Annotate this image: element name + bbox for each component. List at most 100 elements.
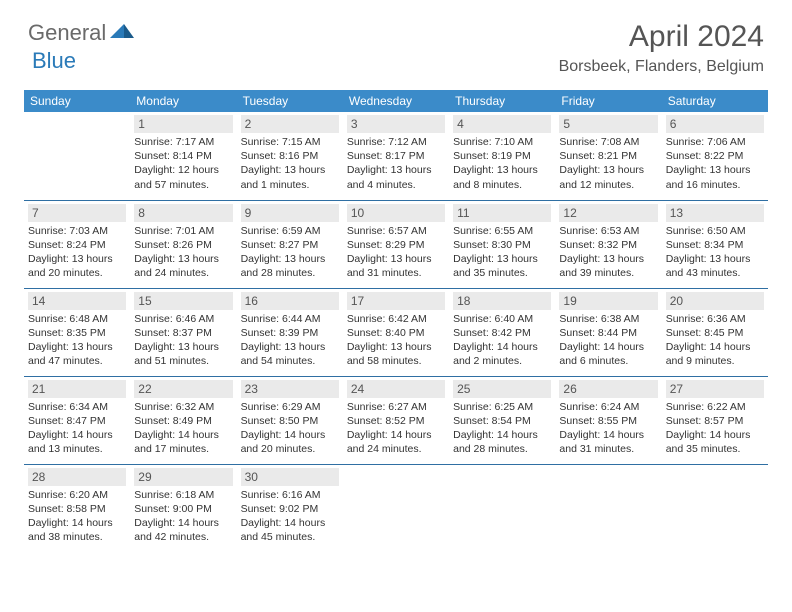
calendar-cell: 9Sunrise: 6:59 AMSunset: 8:27 PMDaylight… xyxy=(237,200,343,288)
day-number: 25 xyxy=(453,380,551,398)
daylight-line: Daylight: 14 hours and 2 minutes. xyxy=(453,340,551,368)
daylight-line: Daylight: 13 hours and 20 minutes. xyxy=(28,252,126,280)
day-number: 26 xyxy=(559,380,657,398)
weekday-header: Thursday xyxy=(449,90,555,112)
sunrise-line: Sunrise: 6:53 AM xyxy=(559,224,657,238)
sunset-line: Sunset: 8:49 PM xyxy=(134,414,232,428)
daylight-line: Daylight: 13 hours and 54 minutes. xyxy=(241,340,339,368)
calendar-cell: 24Sunrise: 6:27 AMSunset: 8:52 PMDayligh… xyxy=(343,376,449,464)
daylight-line: Daylight: 14 hours and 20 minutes. xyxy=(241,428,339,456)
day-number: 13 xyxy=(666,204,764,222)
daylight-line: Daylight: 13 hours and 24 minutes. xyxy=(134,252,232,280)
sunset-line: Sunset: 8:21 PM xyxy=(559,149,657,163)
daylight-line: Daylight: 14 hours and 38 minutes. xyxy=(28,516,126,544)
sunrise-line: Sunrise: 6:44 AM xyxy=(241,312,339,326)
sunrise-line: Sunrise: 7:06 AM xyxy=(666,135,764,149)
day-number: 30 xyxy=(241,468,339,486)
sunset-line: Sunset: 8:26 PM xyxy=(134,238,232,252)
day-number: 8 xyxy=(134,204,232,222)
calendar-cell: 21Sunrise: 6:34 AMSunset: 8:47 PMDayligh… xyxy=(24,376,130,464)
calendar-cell: 23 Sunrise: 6:29 AMSunset: 8:50 PMDayligh… xyxy=(237,376,343,464)
sunset-line: Sunset: 8:35 PM xyxy=(28,326,126,340)
day-number: 10 xyxy=(347,204,445,222)
sunset-line: Sunset: 8:55 PM xyxy=(559,414,657,428)
calendar-cell xyxy=(24,112,130,200)
day-number: 6 xyxy=(666,115,764,133)
sunset-line: Sunset: 8:34 PM xyxy=(666,238,764,252)
calendar-head: SundayMondayTuesdayWednesdayThursdayFrid… xyxy=(24,90,768,112)
daylight-line: Daylight: 13 hours and 39 minutes. xyxy=(559,252,657,280)
calendar-cell xyxy=(343,464,449,552)
day-number: 4 xyxy=(453,115,551,133)
day-number: 14 xyxy=(28,292,126,310)
calendar-cell: 19Sunrise: 6:38 AMSunset: 8:44 PMDayligh… xyxy=(555,288,661,376)
calendar-cell: 10Sunrise: 6:57 AMSunset: 8:29 PMDayligh… xyxy=(343,200,449,288)
daylight-line: Daylight: 14 hours and 17 minutes. xyxy=(134,428,232,456)
daylight-line: Daylight: 14 hours and 13 minutes. xyxy=(28,428,126,456)
sunrise-line: Sunrise: 6:42 AM xyxy=(347,312,445,326)
calendar-cell: 25Sunrise: 6:25 AMSunset: 8:54 PMDayligh… xyxy=(449,376,555,464)
sunrise-line: Sunrise: 6:46 AM xyxy=(134,312,232,326)
daylight-line: Daylight: 13 hours and 4 minutes. xyxy=(347,163,445,191)
calendar-cell: 17Sunrise: 6:42 AMSunset: 8:40 PMDayligh… xyxy=(343,288,449,376)
logo-triangle-icon xyxy=(110,22,136,45)
sunset-line: Sunset: 8:58 PM xyxy=(28,502,126,516)
calendar-cell: 28 Sunrise: 6:20 AMSunset: 8:58 PMDayligh… xyxy=(24,464,130,552)
day-number: 27 xyxy=(666,380,764,398)
sunrise-line: Sunrise: 6:25 AM xyxy=(453,400,551,414)
sunrise-line: Sunrise: 7:12 AM xyxy=(347,135,445,149)
sunset-line: Sunset: 8:24 PM xyxy=(28,238,126,252)
daylight-line: Daylight: 12 hours and 57 minutes. xyxy=(134,163,232,191)
calendar-cell: 29Sunrise: 6:18 AMSunset: 9:00 PMDayligh… xyxy=(130,464,236,552)
sunset-line: Sunset: 8:50 PM xyxy=(241,414,339,428)
calendar-cell: 26Sunrise: 6:24 AMSunset: 8:55 PMDayligh… xyxy=(555,376,661,464)
calendar-cell: 18Sunrise: 6:40 AMSunset: 8:42 PMDayligh… xyxy=(449,288,555,376)
day-number: 9 xyxy=(241,204,339,222)
sunrise-line: Sunrise: 6:20 AM xyxy=(28,488,126,502)
logo-text-blue: Blue xyxy=(32,48,76,73)
sunset-line: Sunset: 8:42 PM xyxy=(453,326,551,340)
day-number: 29 xyxy=(134,468,232,486)
day-number: 1 xyxy=(134,115,232,133)
calendar-cell: 11Sunrise: 6:55 AMSunset: 8:30 PMDayligh… xyxy=(449,200,555,288)
logo: General xyxy=(28,20,138,46)
day-number: 28 xyxy=(28,468,126,486)
sunrise-line: Sunrise: 6:36 AM xyxy=(666,312,764,326)
location: Borsbeek, Flanders, Belgium xyxy=(559,58,764,76)
weekday-header: Saturday xyxy=(662,90,768,112)
weekday-header: Monday xyxy=(130,90,236,112)
sunset-line: Sunset: 8:45 PM xyxy=(666,326,764,340)
day-number: 2 xyxy=(241,115,339,133)
sunset-line: Sunset: 8:40 PM xyxy=(347,326,445,340)
sunrise-line: Sunrise: 7:01 AM xyxy=(134,224,232,238)
day-number: 15 xyxy=(134,292,232,310)
sunset-line: Sunset: 8:57 PM xyxy=(666,414,764,428)
sunset-line: Sunset: 8:17 PM xyxy=(347,149,445,163)
daylight-line: Daylight: 14 hours and 9 minutes. xyxy=(666,340,764,368)
sunrise-line: Sunrise: 7:10 AM xyxy=(453,135,551,149)
day-number: 16 xyxy=(241,292,339,310)
daylight-line: Daylight: 13 hours and 43 minutes. xyxy=(666,252,764,280)
day-number: 23 xyxy=(241,380,339,398)
sunrise-line: Sunrise: 6:24 AM xyxy=(559,400,657,414)
logo-text-general: General xyxy=(28,20,106,46)
day-number: 22 xyxy=(134,380,232,398)
sunrise-line: Sunrise: 6:18 AM xyxy=(134,488,232,502)
calendar-cell xyxy=(662,464,768,552)
daylight-line: Daylight: 13 hours and 51 minutes. xyxy=(134,340,232,368)
calendar-table: SundayMondayTuesdayWednesdayThursdayFrid… xyxy=(24,90,768,552)
sunrise-line: Sunrise: 6:22 AM xyxy=(666,400,764,414)
day-number: 20 xyxy=(666,292,764,310)
daylight-line: Daylight: 14 hours and 24 minutes. xyxy=(347,428,445,456)
sunrise-line: Sunrise: 7:15 AM xyxy=(241,135,339,149)
sunrise-line: Sunrise: 6:32 AM xyxy=(134,400,232,414)
day-number: 17 xyxy=(347,292,445,310)
daylight-line: Daylight: 14 hours and 6 minutes. xyxy=(559,340,657,368)
daylight-line: Daylight: 13 hours and 31 minutes. xyxy=(347,252,445,280)
sunrise-line: Sunrise: 7:17 AM xyxy=(134,135,232,149)
calendar-cell: 3Sunrise: 7:12 AMSunset: 8:17 PMDaylight… xyxy=(343,112,449,200)
sunset-line: Sunset: 8:22 PM xyxy=(666,149,764,163)
calendar-cell: 22 Sunrise: 6:32 AMSunset: 8:49 PMDayligh… xyxy=(130,376,236,464)
sunset-line: Sunset: 8:52 PM xyxy=(347,414,445,428)
sunrise-line: Sunrise: 6:29 AM xyxy=(241,400,339,414)
